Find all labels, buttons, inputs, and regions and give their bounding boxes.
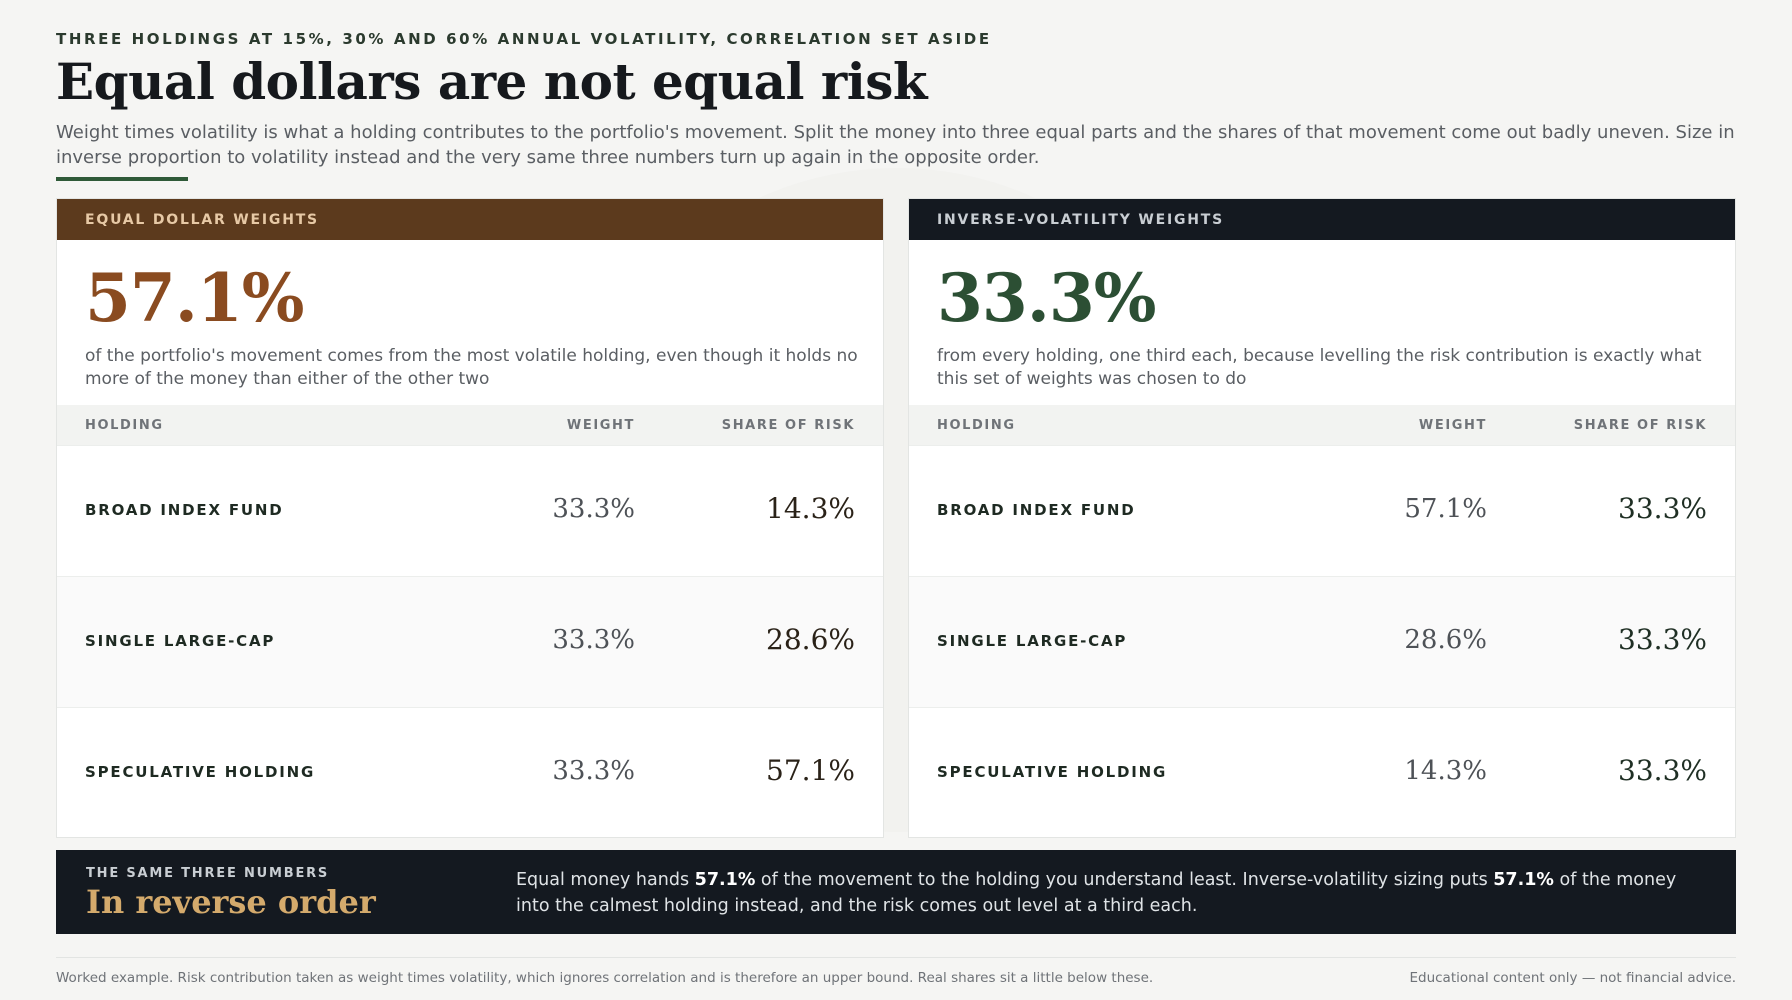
holding-name: SPECULATIVE HOLDING: [85, 763, 316, 781]
kicker: THREE HOLDINGS AT 15%, 30% AND 60% ANNUA…: [56, 30, 992, 48]
column-share-of-risk: SHARE OF RISK: [1573, 418, 1707, 433]
holding-name: BROAD INDEX FUND: [937, 501, 1136, 519]
inverse-volatility-panel: INVERSE-VOLATILITY WEIGHTS 33.3% from ev…: [908, 198, 1736, 838]
holding-risk-share: 28.6%: [766, 623, 855, 656]
page-title: Equal dollars are not equal risk: [56, 52, 928, 111]
equal-dollar-panel: EQUAL DOLLAR WEIGHTS 57.1% of the portfo…: [56, 198, 884, 838]
headline-figure: 33.3%: [937, 259, 1156, 337]
holding-name: BROAD INDEX FUND: [85, 501, 284, 519]
panel-header: INVERSE-VOLATILITY WEIGHTS: [909, 199, 1735, 240]
table-header: HOLDING WEIGHT SHARE OF RISK: [909, 405, 1735, 445]
headline-description: of the portfolio's movement comes from t…: [85, 346, 858, 389]
holding-risk-share: 57.1%: [766, 754, 855, 787]
banner-title: In reverse order: [86, 883, 376, 921]
holding-risk-share: 33.3%: [1618, 623, 1707, 656]
holding-weight: 28.6%: [1404, 625, 1487, 655]
holding-weight: 33.3%: [552, 494, 635, 524]
table-header: HOLDING WEIGHT SHARE OF RISK: [57, 405, 883, 445]
table-row: BROAD INDEX FUND 33.3% 14.3%: [57, 445, 883, 576]
summary-banner: THE SAME THREE NUMBERS In reverse order …: [56, 850, 1736, 934]
banner-highlight: 57.1%: [694, 870, 756, 890]
footer-note: Worked example. Risk contribution taken …: [56, 970, 1154, 986]
holding-risk-share: 33.3%: [1618, 754, 1707, 787]
page-subtitle: Weight times volatility is what a holdin…: [56, 122, 1735, 168]
holding-name: SPECULATIVE HOLDING: [937, 763, 1168, 781]
holding-risk-share: 33.3%: [1618, 492, 1707, 525]
banner-text: Equal money hands 57.1% of the movement …: [516, 867, 1706, 919]
headline-figure: 57.1%: [85, 259, 304, 337]
table-row: SINGLE LARGE-CAP 28.6% 33.3%: [909, 576, 1735, 707]
banner-kicker: THE SAME THREE NUMBERS: [86, 866, 330, 881]
holding-name: SINGLE LARGE-CAP: [937, 632, 1128, 650]
banner-text-part: of the money into the calmest holding in…: [516, 870, 1677, 916]
banner-text-part: Equal money hands: [516, 870, 695, 890]
column-weight: WEIGHT: [1418, 418, 1487, 433]
column-holding: HOLDING: [85, 418, 164, 433]
holding-risk-share: 14.3%: [766, 492, 855, 525]
column-share-of-risk: SHARE OF RISK: [721, 418, 855, 433]
holding-weight: 33.3%: [552, 625, 635, 655]
holding-weight: 57.1%: [1404, 494, 1487, 524]
holding-weight: 33.3%: [552, 756, 635, 786]
table-row: BROAD INDEX FUND 57.1% 33.3%: [909, 445, 1735, 576]
footer-divider: [56, 957, 1736, 958]
column-weight: WEIGHT: [566, 418, 635, 433]
column-holding: HOLDING: [937, 418, 1016, 433]
title-rule: [56, 177, 188, 181]
holding-weight: 14.3%: [1404, 756, 1487, 786]
table-row: SPECULATIVE HOLDING 14.3% 33.3%: [909, 707, 1735, 838]
table-row: SPECULATIVE HOLDING 33.3% 57.1%: [57, 707, 883, 838]
table-row: SINGLE LARGE-CAP 33.3% 28.6%: [57, 576, 883, 707]
banner-highlight: 57.1%: [1493, 870, 1554, 890]
headline-description: from every holding, one third each, beca…: [937, 346, 1702, 389]
holding-name: SINGLE LARGE-CAP: [85, 632, 276, 650]
banner-text-part: of the movement to the holding you under…: [755, 870, 1494, 890]
panel-header: EQUAL DOLLAR WEIGHTS: [57, 199, 883, 240]
footer-disclaimer: Educational content only — not financial…: [1409, 970, 1736, 986]
